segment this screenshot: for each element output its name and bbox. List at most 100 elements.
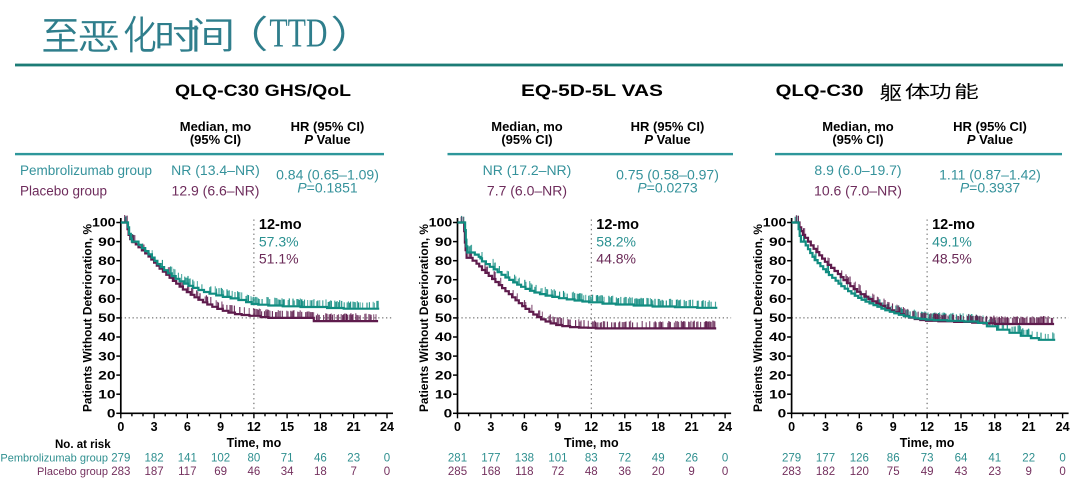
- svg-text:80: 80: [248, 453, 261, 465]
- svg-text:182: 182: [145, 453, 164, 465]
- svg-text:0.75 (0.58–0.97): 0.75 (0.58–0.97): [616, 167, 719, 183]
- svg-text:HR (95% CI): HR (95% CI): [631, 119, 705, 134]
- svg-text:177: 177: [481, 453, 500, 465]
- svg-text:48: 48: [585, 466, 598, 478]
- svg-text:64: 64: [955, 453, 968, 465]
- svg-text:44.8%: 44.8%: [596, 251, 636, 267]
- svg-text:0: 0: [722, 453, 728, 465]
- svg-text:3: 3: [822, 420, 829, 434]
- svg-text:75: 75: [887, 466, 900, 478]
- svg-text:86: 86: [887, 453, 900, 465]
- svg-text:21: 21: [1022, 420, 1036, 434]
- svg-text:43: 43: [955, 466, 968, 478]
- svg-text:18: 18: [314, 466, 327, 478]
- svg-text:P Value: P Value: [644, 132, 690, 147]
- svg-text:57.3%: 57.3%: [259, 234, 299, 250]
- svg-text:49: 49: [652, 453, 665, 465]
- svg-text:Time, mo: Time, mo: [900, 436, 955, 450]
- svg-text:20: 20: [769, 368, 787, 382]
- svg-text:30: 30: [435, 349, 453, 363]
- svg-text:9: 9: [890, 420, 897, 434]
- svg-text:9: 9: [1025, 466, 1031, 478]
- svg-text:0: 0: [384, 453, 390, 465]
- svg-text:41: 41: [988, 453, 1001, 465]
- svg-text:NR (13.4–NR): NR (13.4–NR): [171, 162, 260, 178]
- svg-text:20: 20: [98, 368, 116, 382]
- svg-text:279: 279: [111, 453, 130, 465]
- svg-text:40: 40: [435, 330, 453, 344]
- svg-text:80: 80: [435, 254, 453, 268]
- svg-text:26: 26: [685, 453, 698, 465]
- svg-text:141: 141: [178, 453, 197, 465]
- svg-text:Median, mo: Median, mo: [180, 119, 252, 134]
- svg-text:283: 283: [782, 466, 801, 478]
- svg-text:7.7 (6.0–NR): 7.7 (6.0–NR): [487, 182, 567, 198]
- svg-text:50: 50: [98, 311, 116, 325]
- svg-text:187: 187: [145, 466, 164, 478]
- svg-text:18: 18: [988, 420, 1002, 434]
- svg-text:9: 9: [688, 466, 694, 478]
- svg-text:15: 15: [618, 420, 632, 434]
- svg-text:12-mo: 12-mo: [596, 217, 639, 233]
- svg-text:285: 285: [448, 466, 467, 478]
- svg-text:12-mo: 12-mo: [932, 217, 975, 233]
- svg-text:QLQ-C30: QLQ-C30: [776, 81, 864, 100]
- svg-text:34: 34: [281, 466, 294, 478]
- svg-text:P=0.1851: P=0.1851: [297, 179, 358, 195]
- svg-text:0: 0: [778, 407, 787, 421]
- svg-text:Patients Without Deterioration: Patients Without Deterioration, %: [753, 224, 765, 412]
- svg-text:0: 0: [722, 466, 728, 478]
- svg-text:Placebo group: Placebo group: [37, 466, 108, 478]
- svg-text:120: 120: [850, 466, 869, 478]
- svg-text:0: 0: [454, 420, 461, 434]
- svg-text:0: 0: [107, 407, 116, 421]
- svg-text:48.5%: 48.5%: [932, 251, 972, 267]
- svg-text:46: 46: [248, 466, 261, 478]
- svg-text:36: 36: [618, 466, 631, 478]
- svg-text:102: 102: [211, 453, 230, 465]
- svg-text:15: 15: [280, 420, 294, 434]
- svg-text:20: 20: [652, 466, 665, 478]
- svg-text:0: 0: [788, 420, 795, 434]
- svg-text:10: 10: [98, 387, 116, 401]
- svg-text:58.2%: 58.2%: [596, 234, 636, 250]
- svg-text:49: 49: [921, 466, 934, 478]
- svg-text:0: 0: [444, 407, 453, 421]
- svg-text:P=0.3937: P=0.3937: [960, 179, 1021, 195]
- svg-text:0: 0: [1059, 466, 1065, 478]
- svg-text:3: 3: [487, 420, 494, 434]
- svg-text:30: 30: [98, 349, 116, 363]
- svg-text:15: 15: [954, 420, 968, 434]
- svg-text:80: 80: [98, 254, 116, 268]
- svg-text:71: 71: [281, 453, 294, 465]
- svg-text:100: 100: [92, 216, 116, 230]
- svg-text:10: 10: [435, 387, 453, 401]
- svg-text:Placebo group: Placebo group: [20, 183, 107, 198]
- svg-text:10: 10: [769, 387, 787, 401]
- svg-text:51.1%: 51.1%: [259, 251, 299, 267]
- svg-text:(95% CI): (95% CI): [190, 132, 241, 147]
- svg-text:30: 30: [769, 349, 787, 363]
- svg-text:72: 72: [552, 466, 565, 478]
- svg-text:3: 3: [151, 420, 158, 434]
- svg-text:12.9 (6.6–NR): 12.9 (6.6–NR): [172, 182, 260, 198]
- svg-text:50: 50: [769, 311, 787, 325]
- svg-text:49.1%: 49.1%: [932, 234, 972, 250]
- svg-text:60: 60: [98, 292, 116, 306]
- svg-text:182: 182: [816, 466, 835, 478]
- svg-text:117: 117: [178, 466, 196, 478]
- svg-text:21: 21: [347, 420, 361, 434]
- svg-text:Median, mo: Median, mo: [822, 119, 894, 134]
- svg-text:Time, mo: Time, mo: [227, 436, 282, 450]
- svg-text:21: 21: [685, 420, 699, 434]
- svg-text:0: 0: [1059, 453, 1065, 465]
- svg-text:70: 70: [98, 273, 116, 287]
- svg-text:177: 177: [816, 453, 835, 465]
- svg-text:HR (95% CI): HR (95% CI): [291, 119, 365, 134]
- svg-text:P Value: P Value: [304, 132, 350, 147]
- svg-text:(95% CI): (95% CI): [501, 132, 552, 147]
- svg-text:Patients Without Deterioration: Patients Without Deterioration, %: [419, 224, 431, 412]
- svg-text:50: 50: [435, 311, 453, 325]
- svg-text:168: 168: [481, 466, 500, 478]
- svg-text:No. at risk: No. at risk: [55, 439, 111, 451]
